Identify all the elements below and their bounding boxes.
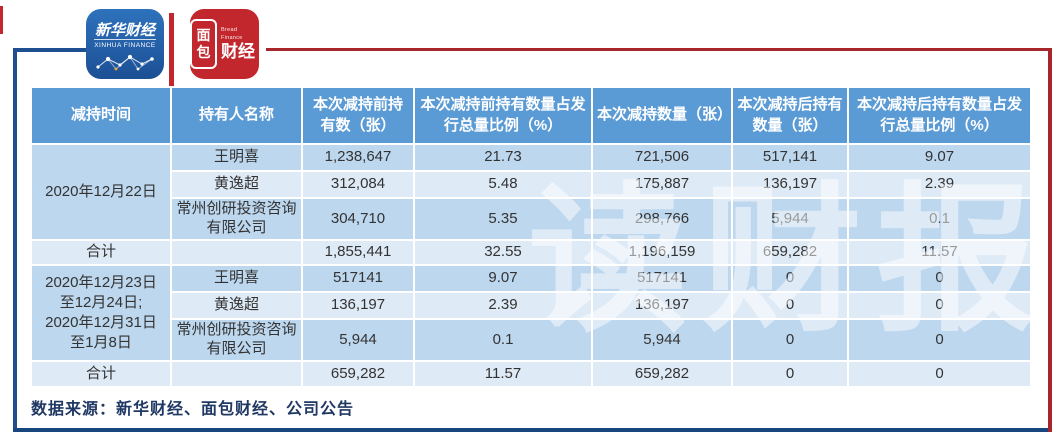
- holder-cell: 常州创研投资咨询有限公司: [170, 318, 303, 362]
- logo-divider: [169, 13, 174, 86]
- after-pct-cell: 9.07: [847, 143, 1032, 172]
- period-cell-group1: 2020年12月22日: [30, 143, 172, 241]
- holdings-table-wrap: 减持时间 持有人名称 本次减持前持有数（张） 本次减持前持有数量占发行总量比例（…: [30, 86, 1032, 388]
- col-header-reduced: 本次减持数量（张）: [591, 86, 733, 145]
- holder-cell: 王明喜: [170, 143, 303, 172]
- reduced-cell: 517141: [591, 264, 733, 293]
- col-header-period: 减持时间: [30, 86, 172, 145]
- table-row: 常州创研投资咨询有限公司 5,944 0.1 5,944 0 0: [31, 318, 1032, 362]
- holder-cell-empty: [170, 239, 303, 266]
- table-row: 2020年12月23日 至12月24日; 2020年12月31日 至1月8日 王…: [30, 264, 1032, 362]
- after-cell: 0: [731, 318, 849, 362]
- after-pct-cell: 0: [847, 360, 1032, 388]
- reduced-cell: 659,282: [591, 360, 733, 388]
- frame-red-top: [266, 48, 1052, 51]
- period-line: 2020年12月31日: [45, 314, 157, 331]
- before-cell: 517141: [301, 264, 415, 293]
- frame-red-right: [1048, 48, 1052, 432]
- after-cell: 5,944: [731, 197, 849, 241]
- col-header-holder: 持有人名称: [170, 86, 303, 145]
- period-line: 至1月8日: [70, 334, 132, 351]
- after-pct-cell: 0: [847, 318, 1032, 362]
- after-cell: 136,197: [731, 170, 849, 199]
- before-cell: 1,855,441: [301, 239, 415, 266]
- total-label-cell: 合计: [30, 360, 172, 388]
- after-pct-cell: 2.39: [847, 170, 1032, 199]
- col-header-before-pct: 本次减持前持有数量占发行总量比例（%）: [413, 86, 593, 145]
- after-pct-cell: 11.57: [847, 239, 1032, 266]
- before-pct-cell: 9.07: [413, 264, 593, 293]
- before-pct-cell: 2.39: [413, 291, 593, 320]
- table-header-row: 减持时间 持有人名称 本次减持前持有数（张） 本次减持前持有数量占发行总量比例（…: [30, 86, 1032, 145]
- after-cell: 0: [731, 264, 849, 293]
- reduced-cell: 298,766: [591, 197, 733, 241]
- before-pct-cell: 5.48: [413, 170, 593, 199]
- breadfinance-char-mian: 面: [196, 27, 211, 43]
- xinhua-logo-en-text: XINHUA FINANCE: [94, 38, 156, 50]
- after-pct-cell: 0: [847, 291, 1032, 320]
- breadfinance-cn-text: 财经: [221, 42, 255, 61]
- table-row: 常州创研投资咨询有限公司 304,710 5.35 298,766 5,944 …: [31, 197, 1032, 241]
- table-row: 黄逸超 312,084 5.48 175,887 136,197 2.39: [31, 170, 1032, 199]
- holder-cell: 王明喜: [170, 264, 303, 293]
- before-pct-cell: 0.1: [413, 318, 593, 362]
- table-row: 2020年12月22日 王明喜 1,238,647 21.73 721,506 …: [30, 143, 1032, 241]
- breadfinance-logo: 面 包 Bread Finance 财经: [190, 9, 259, 79]
- before-cell: 312,084: [301, 170, 415, 199]
- after-cell: 0: [731, 360, 849, 388]
- after-pct-cell: 0: [847, 264, 1032, 293]
- frame-blue-bottom: [13, 428, 1052, 432]
- after-pct-cell: 0.1: [847, 197, 1032, 241]
- reduced-cell: 5,944: [591, 318, 733, 362]
- col-header-before: 本次减持前持有数（张）: [301, 86, 415, 145]
- frame-red-dash: [0, 6, 3, 34]
- period-cell-group2: 2020年12月23日 至12月24日; 2020年12月31日 至1月8日: [30, 264, 172, 362]
- before-cell: 136,197: [301, 291, 415, 320]
- reduced-cell: 1,196,159: [591, 239, 733, 266]
- after-cell: 659,282: [731, 239, 849, 266]
- frame-blue-top: [13, 48, 105, 52]
- holdings-table: 减持时间 持有人名称 本次减持前持有数（张） 本次减持前持有数量占发行总量比例（…: [30, 86, 1032, 388]
- period-line: 至12月24日;: [59, 294, 143, 311]
- period-line: 2020年12月22日: [45, 183, 157, 200]
- reduced-cell: 136,197: [591, 291, 733, 320]
- breadfinance-char-bao: 包: [196, 44, 211, 60]
- frame-blue-left: [13, 48, 17, 432]
- before-pct-cell: 11.57: [413, 360, 593, 388]
- before-pct-cell: 5.35: [413, 197, 593, 241]
- total-row: 合计 1,855,441 32.55 1,196,159 659,282 11.…: [30, 239, 1032, 266]
- holder-cell-empty: [170, 360, 303, 388]
- reduced-cell: 175,887: [591, 170, 733, 199]
- reduced-cell: 721,506: [591, 143, 733, 172]
- col-header-after: 本次减持后持有数量（张）: [731, 86, 849, 145]
- xinhua-logo-cn-text: 新华财经: [94, 20, 155, 39]
- xinhua-finance-logo: 新华财经 XINHUA FINANCE: [86, 9, 164, 79]
- after-cell: 0: [731, 291, 849, 320]
- table-row: 黄逸超 136,197 2.39 136,197 0 0: [31, 291, 1032, 320]
- holder-cell: 黄逸超: [170, 291, 303, 320]
- holder-cell: 常州创研投资咨询有限公司: [170, 197, 303, 241]
- before-cell: 304,710: [301, 197, 415, 241]
- before-pct-cell: 32.55: [413, 239, 593, 266]
- data-source-note: 数据来源：新华财经、面包财经、公司公告: [31, 399, 355, 418]
- before-pct-cell: 21.73: [413, 143, 593, 172]
- before-cell: 5,944: [301, 318, 415, 362]
- total-row: 合计 659,282 11.57 659,282 0 0: [30, 360, 1032, 388]
- breadfinance-subtitle: Bread Finance: [221, 27, 243, 41]
- after-cell: 517,141: [731, 143, 849, 172]
- constellation-icon: [96, 54, 154, 70]
- total-label-cell: 合计: [30, 239, 172, 266]
- before-cell: 659,282: [301, 360, 415, 388]
- col-header-after-pct: 本次减持后持有数量占发行总量比例（%）: [847, 86, 1032, 145]
- before-cell: 1,238,647: [301, 143, 415, 172]
- breadfinance-logo-glyph: 面 包: [190, 19, 217, 69]
- period-line: 2020年12月23日: [45, 274, 157, 291]
- holder-cell: 黄逸超: [170, 170, 303, 199]
